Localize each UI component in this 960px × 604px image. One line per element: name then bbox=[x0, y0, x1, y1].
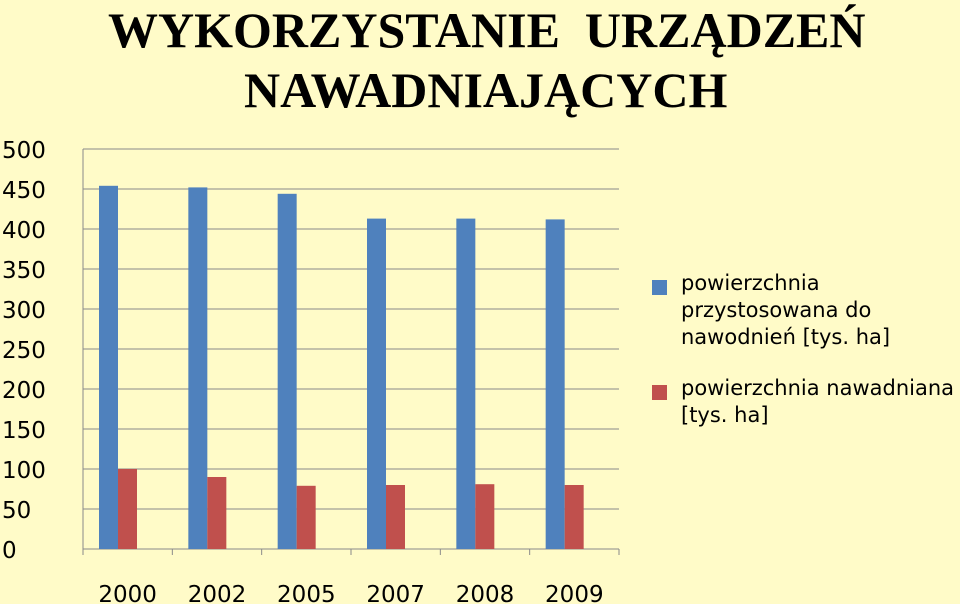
chart-title-line-2: NAWADNIAJĄCYCH bbox=[244, 62, 728, 118]
bar-series-2 bbox=[386, 485, 405, 549]
legend-item-series-2: powierzchnia nawadniana [tys. ha] bbox=[652, 375, 957, 429]
y-tick-label: 350 bbox=[2, 258, 46, 284]
bar-series-1 bbox=[188, 187, 208, 549]
bar-series-2 bbox=[118, 469, 137, 549]
x-tick-label: 2008 bbox=[456, 582, 515, 604]
y-tick-label: 150 bbox=[2, 418, 46, 444]
bar-series-2 bbox=[475, 484, 495, 549]
y-tick-label: 300 bbox=[2, 298, 46, 324]
bar-series-2 bbox=[296, 485, 316, 549]
y-tick-label: 100 bbox=[2, 458, 46, 484]
bar-series-1 bbox=[456, 218, 476, 549]
y-tick-label: 450 bbox=[2, 178, 46, 204]
legend-label-series-1: powierzchnia przystosowana do nawodnień … bbox=[681, 271, 891, 349]
x-tick-label: 2002 bbox=[188, 582, 247, 604]
bar-series-1 bbox=[99, 185, 118, 550]
y-tick-label: 0 bbox=[2, 538, 17, 564]
y-tick-label: 200 bbox=[2, 378, 46, 404]
legend-label-series-2: powierzchnia nawadniana [tys. ha] bbox=[681, 376, 955, 427]
legend-swatch-series-2 bbox=[652, 385, 667, 400]
x-tick-label: 2007 bbox=[366, 582, 425, 604]
y-tick-label: 250 bbox=[2, 338, 46, 364]
bar-series-2 bbox=[564, 485, 584, 549]
bar-series-1 bbox=[545, 219, 565, 549]
x-tick-label: 2009 bbox=[545, 582, 604, 604]
bar-series-1 bbox=[277, 193, 297, 550]
chart-title-line-1: WYKORZYSTANIE URZĄDZEŃ bbox=[108, 2, 866, 58]
legend-swatch-series-1 bbox=[652, 280, 667, 295]
x-tick-label: 2000 bbox=[98, 582, 157, 604]
legend-item-series-1: powierzchnia przystosowana do nawodnień … bbox=[652, 270, 957, 351]
chart-legend: powierzchnia przystosowana do nawodnień … bbox=[652, 270, 957, 453]
y-tick-label: 50 bbox=[2, 498, 31, 524]
y-tick-label: 500 bbox=[2, 138, 46, 164]
bar-series-2 bbox=[207, 477, 227, 549]
bar-series-1 bbox=[367, 218, 386, 549]
x-tick-label: 2005 bbox=[277, 582, 336, 604]
y-tick-label: 400 bbox=[2, 218, 46, 244]
